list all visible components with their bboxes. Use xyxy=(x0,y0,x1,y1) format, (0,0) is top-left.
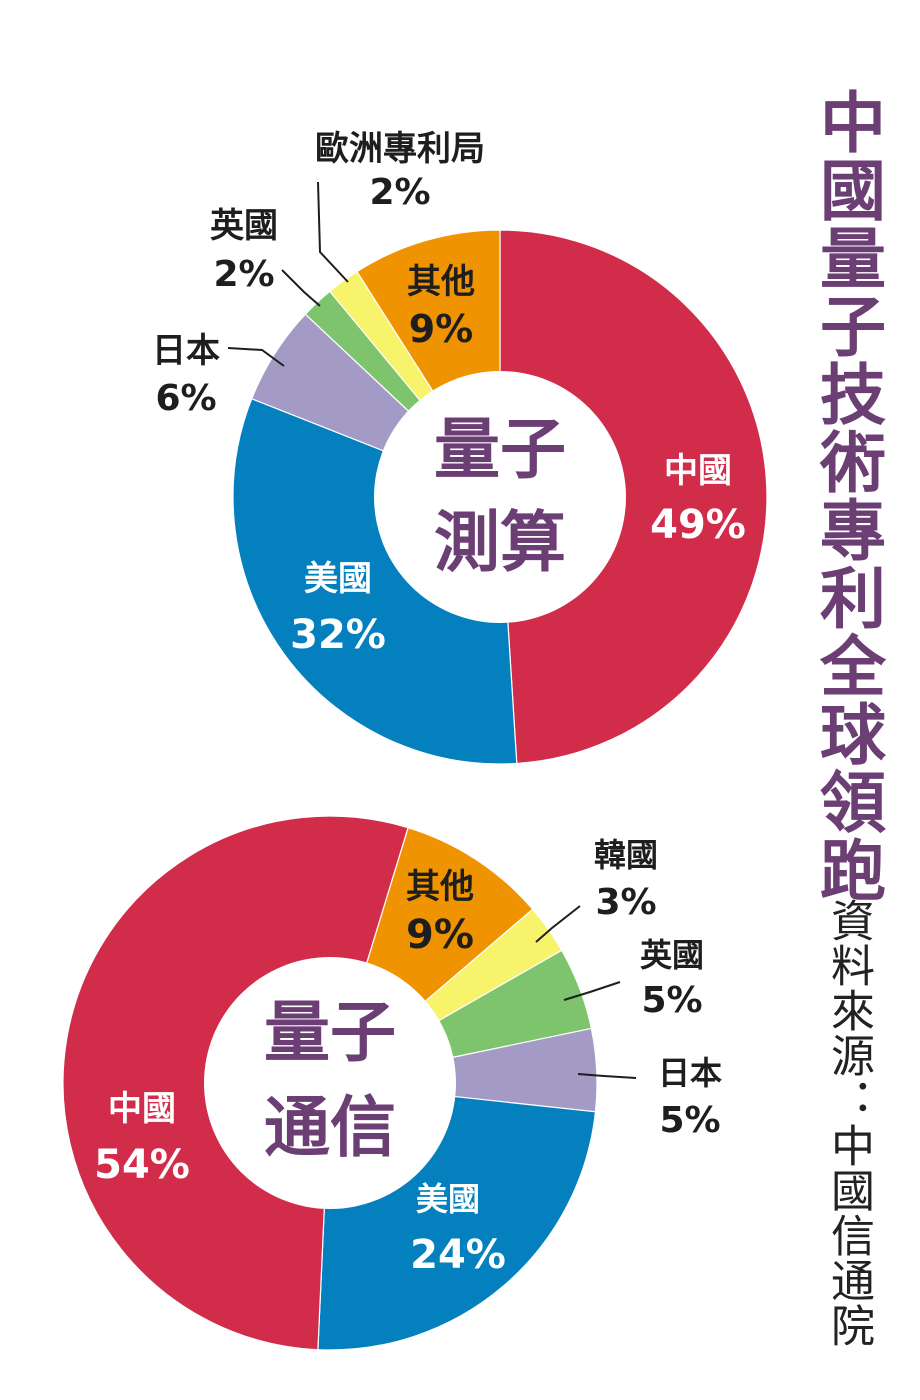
leader-line-epo xyxy=(317,181,349,283)
slice-value-usa: 32% xyxy=(290,612,386,658)
slice-china xyxy=(499,229,768,765)
slice-value-uk: 5% xyxy=(641,980,702,1021)
center-label-line-1: 量子 xyxy=(264,993,396,1071)
slice-value-usa: 24% xyxy=(410,1232,506,1278)
slice-name-other: 其他 xyxy=(407,262,475,302)
slice-name-china: 中國 xyxy=(108,1089,176,1129)
slice-name-uk: 英國 xyxy=(210,206,278,246)
slice-name-uk: 英國 xyxy=(640,936,704,974)
source-note: 資料來源：中國信通院 xyxy=(823,898,874,1348)
slice-value-japan: 6% xyxy=(155,378,216,419)
center-label-line-1: 量子 xyxy=(434,410,566,488)
center-label-line-2: 通信 xyxy=(264,1088,396,1166)
center-label-line-2: 測算 xyxy=(434,503,566,581)
slice-name-china: 中國 xyxy=(664,451,732,491)
slice-value-epo: 2% xyxy=(369,172,430,213)
slice-name-usa: 美國 xyxy=(416,1180,480,1218)
slice-name-epo: 歐洲專利局 xyxy=(315,129,485,169)
leader-line-uk xyxy=(281,269,321,307)
leader-line-uk xyxy=(563,981,621,1001)
slice-value-korea: 3% xyxy=(595,882,656,923)
slice-value-china: 54% xyxy=(94,1142,190,1188)
slice-name-japan: 日本 xyxy=(152,331,220,371)
slice-name-usa: 美國 xyxy=(304,559,372,599)
slice-value-uk: 2% xyxy=(213,254,274,295)
slice-value-other: 9% xyxy=(409,307,474,351)
leader-line-japan xyxy=(577,1073,637,1079)
donut-hole xyxy=(374,371,626,623)
slice-name-japan: 日本 xyxy=(658,1054,722,1092)
slice-value-japan: 5% xyxy=(659,1100,720,1141)
slice-name-korea: 韓國 xyxy=(594,836,658,874)
donut-hole xyxy=(204,957,456,1209)
leader-line-korea xyxy=(535,905,581,943)
leader-line-japan xyxy=(227,347,285,367)
slice-value-china: 49% xyxy=(650,502,746,548)
slice-value-other: 9% xyxy=(406,912,474,958)
slice-name-other: 其他 xyxy=(406,867,474,907)
main-title: 中國量子技術專利全球領跑 xyxy=(809,88,886,904)
